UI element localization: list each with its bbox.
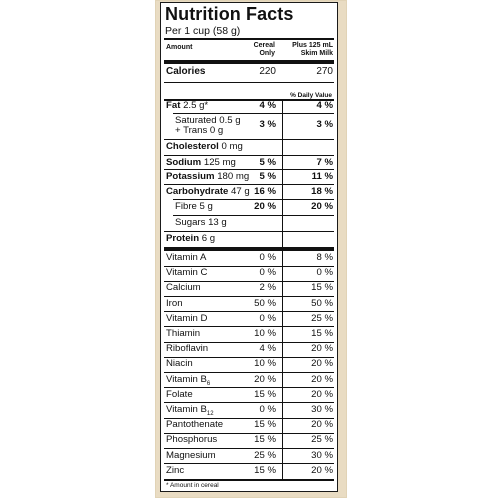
divider [164, 417, 334, 419]
divider [164, 184, 334, 185]
divider [164, 387, 334, 389]
divider [164, 139, 334, 140]
divider [164, 60, 334, 64]
divider [164, 82, 334, 83]
nutrition-facts-panel: Nutrition Facts Per 1 cup (58 g) Amount … [160, 2, 338, 492]
divider [173, 199, 334, 200]
divider [164, 247, 334, 251]
daily-value-header: % Daily Value [290, 92, 332, 99]
serving-size: Per 1 cup (58 g) [165, 25, 241, 37]
divider [164, 38, 334, 40]
divider [173, 113, 334, 114]
divider [164, 341, 334, 343]
divider [164, 447, 334, 449]
panel-title: Nutrition Facts [165, 4, 294, 24]
divider [164, 371, 334, 373]
footnote: * Amount in cereal [166, 482, 219, 489]
divider [164, 463, 334, 465]
divider [164, 265, 334, 267]
column-divider [282, 251, 283, 479]
divider [164, 479, 334, 481]
amount-header: Amount [166, 44, 193, 51]
cereal-only-header: Cereal Only [253, 42, 275, 57]
divider [164, 311, 334, 313]
with-milk-header: Plus 125 mL Skim Milk [292, 42, 333, 57]
divider [164, 169, 334, 170]
divider [164, 280, 334, 282]
divider [164, 356, 334, 358]
divider [173, 215, 334, 216]
divider [164, 432, 334, 434]
divider [164, 231, 334, 232]
divider [164, 402, 334, 404]
divider [164, 326, 334, 328]
divider [164, 155, 334, 156]
divider [164, 99, 334, 101]
column-divider [282, 99, 283, 247]
divider [164, 295, 334, 297]
